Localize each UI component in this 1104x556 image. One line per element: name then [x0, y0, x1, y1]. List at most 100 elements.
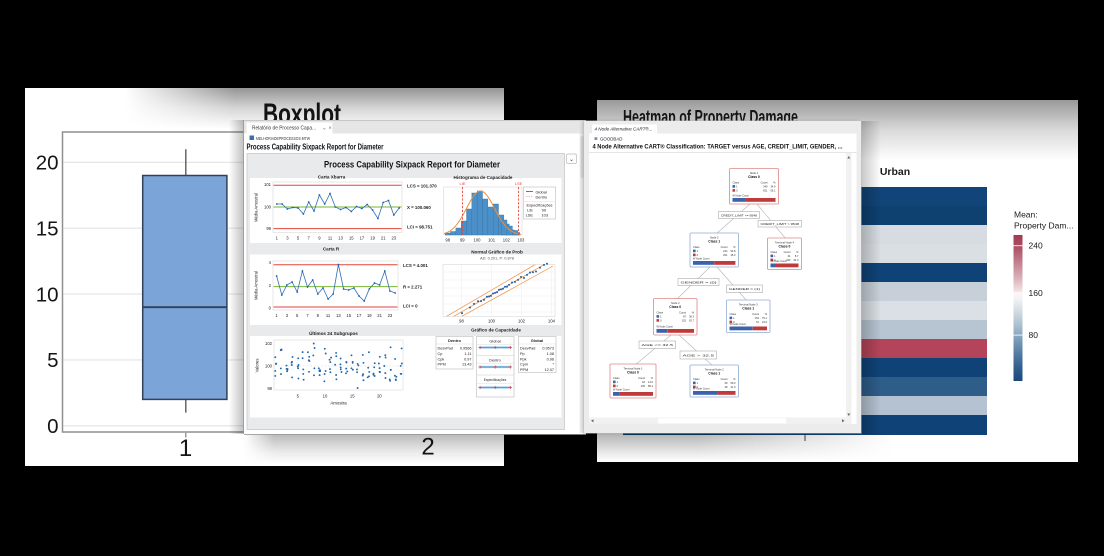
svg-text:5: 5 — [47, 349, 58, 372]
svg-text:Class 0: Class 0 — [779, 245, 791, 249]
svg-text:1: 1 — [733, 316, 735, 320]
svg-text:160: 160 — [1029, 288, 1043, 298]
svg-text:651: 651 — [763, 189, 768, 193]
svg-text:17: 17 — [357, 313, 362, 318]
svg-text:65.1: 65.1 — [770, 189, 776, 193]
svg-text:432: 432 — [786, 258, 791, 262]
svg-text:DesvPad: DesvPad — [438, 347, 453, 351]
svg-text:1: 1 — [617, 380, 619, 384]
svg-text:5: 5 — [296, 313, 299, 318]
svg-text:41: 41 — [788, 254, 791, 258]
svg-text:0: 0 — [269, 306, 272, 311]
svg-text:19: 19 — [367, 313, 372, 318]
svg-text:7: 7 — [308, 236, 311, 241]
svg-text:Class: Class — [693, 377, 700, 381]
svg-text:LCI = 98.751: LCI = 98.751 — [407, 224, 433, 229]
svg-text:5: 5 — [297, 394, 300, 399]
svg-text:21: 21 — [377, 313, 382, 318]
svg-text:13: 13 — [336, 313, 341, 318]
svg-text:23: 23 — [388, 313, 393, 318]
svg-text:Class: Class — [730, 312, 737, 316]
svg-text:Amostra: Amostra — [330, 401, 347, 406]
svg-text:Relatório de Processo Capa...: Relatório de Processo Capa... — [252, 126, 316, 132]
svg-text:98: 98 — [267, 386, 272, 391]
svg-text:2: 2 — [421, 434, 434, 461]
svg-text:24.9: 24.9 — [762, 320, 768, 324]
svg-text:MELHORIADEPROCESSOS.MTW: MELHORIADEPROCESSOS.MTW — [256, 136, 310, 142]
svg-text:5: 5 — [297, 236, 300, 241]
svg-text:1.11: 1.11 — [464, 352, 471, 356]
svg-text:Class: Class — [771, 250, 778, 254]
svg-text:103: 103 — [542, 212, 549, 217]
svg-text:20: 20 — [36, 152, 59, 175]
svg-text:Global: Global — [531, 338, 543, 343]
svg-text:1: 1 — [774, 254, 776, 258]
svg-text:1: 1 — [276, 236, 279, 241]
svg-text:CREDIT_LIMIT <= 9548: CREDIT_LIMIT <= 9548 — [721, 213, 757, 217]
svg-text:98: 98 — [445, 238, 450, 243]
svg-text:Histograma de Capacidade: Histograma de Capacidade — [454, 175, 513, 180]
svg-text:45.2: 45.2 — [730, 253, 736, 257]
svg-text:1: 1 — [736, 185, 738, 189]
svg-text:W Node Count: W Node Count — [657, 326, 674, 329]
svg-text:PPM: PPM — [520, 368, 528, 372]
svg-text:10: 10 — [36, 283, 59, 306]
svg-text:Média Amostral: Média Amostral — [254, 271, 259, 300]
svg-text:99: 99 — [542, 208, 546, 213]
svg-text:59.0: 59.0 — [730, 381, 736, 385]
svg-text:AD: 0.201, P: 0.878: AD: 0.201, P: 0.878 — [480, 256, 514, 261]
svg-text:×: × — [329, 126, 332, 132]
svg-text:Process Capability Sixpack Rep: Process Capability Sixpack Report for Di… — [324, 160, 500, 171]
svg-text:100: 100 — [474, 238, 482, 243]
svg-text:Terminal Node 2: Terminal Node 2 — [705, 368, 724, 372]
svg-text:2: 2 — [269, 283, 272, 288]
svg-text:100: 100 — [264, 205, 272, 210]
svg-text:63.7: 63.7 — [689, 319, 695, 323]
svg-text:13.43: 13.43 — [462, 363, 472, 367]
svg-text:Global: Global — [536, 189, 547, 194]
svg-text:0: 0 — [733, 320, 735, 324]
svg-text:DesvPad: DesvPad — [520, 347, 535, 351]
svg-text:%: % — [733, 377, 736, 381]
svg-text:15: 15 — [36, 217, 59, 240]
svg-text:Process Capability Sixpack Rep: Process Capability Sixpack Report for Di… — [247, 143, 384, 152]
svg-text:W Node Count: W Node Count — [730, 323, 747, 326]
svg-text:102: 102 — [265, 341, 273, 346]
svg-text:1: 1 — [660, 315, 662, 319]
svg-text:23: 23 — [391, 236, 396, 241]
svg-text:Property Dam...: Property Dam... — [1014, 221, 1074, 231]
svg-text:99: 99 — [266, 226, 271, 231]
svg-text:240: 240 — [1029, 241, 1043, 251]
svg-text:101: 101 — [264, 182, 272, 187]
svg-text:75.1: 75.1 — [762, 316, 768, 320]
svg-text:Count: Count — [638, 376, 645, 380]
svg-text:349: 349 — [763, 185, 768, 189]
svg-text:LCS = 4.001: LCS = 4.001 — [403, 263, 428, 268]
svg-text:87: 87 — [683, 315, 686, 319]
svg-text:11: 11 — [326, 313, 331, 318]
svg-text:⌄: ⌄ — [322, 126, 327, 132]
svg-text:Urban: Urban — [880, 166, 910, 178]
svg-text:Especificações: Especificações — [484, 378, 507, 382]
svg-text:Count: Count — [679, 311, 686, 315]
svg-text:Pp: Pp — [520, 352, 525, 356]
svg-text:100: 100 — [488, 319, 496, 324]
svg-text:102: 102 — [503, 238, 511, 243]
svg-text:Especificações: Especificações — [527, 203, 553, 208]
svg-text:80: 80 — [1029, 330, 1039, 340]
svg-text:17: 17 — [360, 236, 365, 241]
svg-text:10: 10 — [323, 394, 328, 399]
svg-text:Class 1: Class 1 — [742, 307, 754, 311]
svg-text:Carta Xbarra: Carta Xbarra — [318, 175, 346, 180]
svg-text:1.08: 1.08 — [547, 352, 554, 356]
svg-text:LSE: LSE — [526, 212, 534, 217]
svg-text:%: % — [765, 312, 768, 316]
svg-text:Class 0: Class 0 — [627, 371, 639, 375]
svg-text:13: 13 — [338, 236, 343, 241]
svg-text:Node 2: Node 2 — [710, 236, 719, 240]
svg-text:*: * — [553, 363, 555, 367]
svg-text:15: 15 — [350, 394, 355, 399]
svg-text:100: 100 — [265, 364, 273, 369]
svg-text:1: 1 — [275, 313, 278, 318]
svg-text:0: 0 — [774, 258, 776, 262]
